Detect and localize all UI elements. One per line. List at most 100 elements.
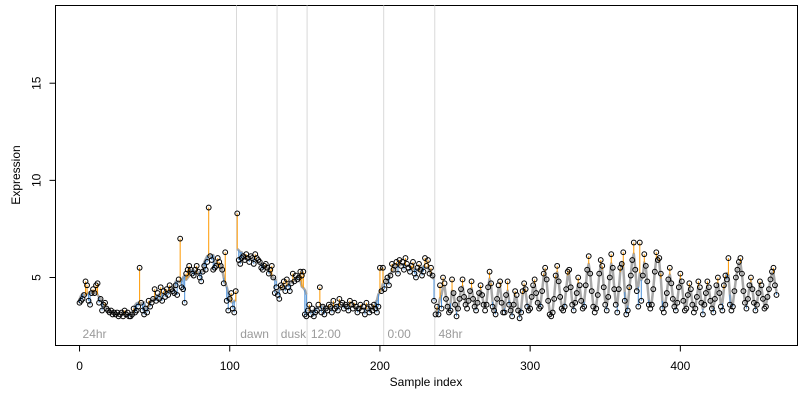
data-point: [533, 290, 540, 296]
data-point: [97, 295, 104, 302]
data-point: [270, 274, 277, 281]
data-point: [474, 299, 481, 306]
data-point: [429, 272, 436, 279]
data-point: [537, 303, 544, 310]
data-point: [721, 282, 727, 289]
data-point: [642, 262, 649, 269]
data-point: [599, 262, 606, 269]
data-point: [513, 292, 520, 298]
data-point: [648, 301, 655, 308]
x-tick-label: 100: [220, 359, 240, 373]
data-point: [374, 309, 380, 316]
data-point: [494, 295, 500, 302]
data-point: [584, 266, 591, 273]
data-point: [435, 311, 442, 318]
data-point: [316, 284, 323, 291]
data-point: [678, 278, 685, 285]
data-point: [763, 303, 769, 310]
data-point: [554, 262, 561, 269]
data-point: [539, 288, 546, 295]
data-points: [76, 204, 780, 322]
data-point: [377, 264, 383, 271]
data-point: [181, 299, 188, 306]
data-point: [540, 270, 547, 277]
data-point: [714, 274, 721, 281]
data-point: [443, 295, 449, 302]
data-point: [710, 309, 717, 316]
data-point: [773, 292, 780, 298]
data-point: [633, 288, 640, 295]
data-point: [660, 309, 667, 316]
data-point: [725, 255, 732, 261]
data-point: [256, 259, 263, 265]
data-point: [177, 235, 184, 242]
data-point: [492, 311, 499, 318]
data-point: [675, 284, 682, 291]
data-point: [402, 255, 409, 261]
data-point: [94, 280, 101, 287]
data-point: [587, 270, 594, 277]
data-point: [755, 290, 762, 296]
data-point: [84, 282, 90, 289]
data-point: [102, 299, 108, 306]
data-point: [464, 305, 470, 312]
data-point: [618, 261, 625, 267]
data-point: [567, 284, 574, 291]
data-point: [159, 297, 166, 304]
data-point: [482, 307, 488, 314]
segment-label: dusk: [281, 327, 307, 341]
data-point: [585, 253, 592, 260]
data-point: [668, 280, 675, 287]
data-point: [608, 251, 615, 258]
data-point: [746, 282, 753, 289]
data-point: [527, 305, 534, 312]
data-point: [226, 295, 233, 302]
fitted-curve: [434, 252, 778, 317]
data-point: [687, 286, 694, 293]
data-point: [503, 292, 510, 298]
data-point: [656, 255, 663, 261]
fitted-curve: [78, 253, 237, 316]
data-point: [693, 294, 700, 300]
data-point: [669, 295, 676, 302]
data-point: [743, 305, 750, 312]
data-point: [686, 280, 693, 287]
data-point: [387, 272, 394, 279]
data-point: [551, 295, 558, 302]
data-point: [754, 301, 760, 308]
data-point: [136, 264, 143, 271]
y-tick-label: 15: [30, 76, 44, 90]
data-point: [689, 301, 696, 308]
x-tick-label: 200: [370, 359, 390, 373]
data-point: [219, 266, 226, 273]
data-point: [665, 276, 672, 283]
data-point: [507, 307, 514, 314]
data-point: [730, 303, 736, 310]
data-point: [450, 290, 457, 296]
data-point: [375, 303, 382, 310]
residual-lines: [79, 207, 777, 319]
data-point: [639, 272, 646, 279]
data-point: [205, 204, 212, 211]
data-point: [479, 292, 485, 298]
data-point: [528, 294, 535, 300]
data-point: [425, 257, 431, 263]
segment-label: 48hr: [439, 327, 463, 341]
data-point: [627, 272, 634, 279]
x-axis-title: Sample index: [390, 375, 463, 389]
data-point: [644, 278, 651, 285]
data-point: [733, 274, 739, 281]
data-point: [440, 274, 446, 281]
data-point: [485, 284, 491, 291]
data-point: [742, 299, 748, 306]
data-point: [428, 264, 434, 271]
segment-separators: [235, 5, 436, 346]
data-point: [629, 257, 636, 263]
y-axis: 5 10 15: [30, 76, 56, 281]
data-point: [190, 272, 197, 279]
data-point: [719, 307, 726, 314]
x-tick-label: 400: [670, 359, 690, 373]
data-point: [321, 311, 328, 318]
